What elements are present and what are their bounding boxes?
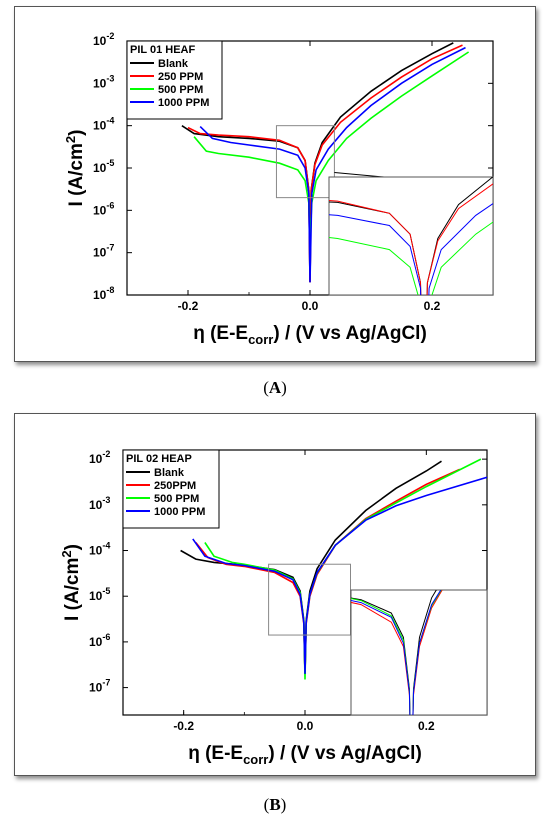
series-line xyxy=(199,46,466,283)
y-tick-label: 10-4 xyxy=(89,541,110,558)
legend-entry: Blank xyxy=(158,58,189,70)
caption-b-label: B xyxy=(269,795,281,814)
y-tick-label: 10-7 xyxy=(93,243,114,260)
chart-panel-a: -0.2 0.0 0.2 10-8 10-7 10-6 10-5 10-4 10-3 10-2 PI… xyxy=(14,6,536,362)
x-axis-label: η (E-Ecorr) / (V vs Ag/AgCl) xyxy=(193,323,427,347)
x-tick-label: 0.0 xyxy=(302,299,319,313)
y-axis-label: I (A/cm2) xyxy=(63,130,87,207)
polarization-chart-a: -0.2 0.0 0.2 10-8 10-7 10-6 10-5 10-4 10-3 10-2 PI… xyxy=(63,31,494,347)
series-group xyxy=(181,42,470,283)
y-tick-label: 10-3 xyxy=(93,73,114,90)
zoom-region-box xyxy=(275,125,335,199)
legend-entry: 500 PPM xyxy=(158,84,203,96)
y-tick-label: 10-2 xyxy=(89,449,110,466)
caption-a: (A) xyxy=(263,378,287,397)
y-axis-label: I (A/cm2) xyxy=(59,544,83,621)
legend-entry: 250PPM xyxy=(154,480,196,492)
series-line xyxy=(192,476,487,674)
y-tick-label: 10-4 xyxy=(93,116,114,133)
y-tick-label: 10-8 xyxy=(93,285,114,302)
y-tick-label: 10-6 xyxy=(93,200,114,217)
y-tick-label: 10-5 xyxy=(93,158,114,175)
y-tick-label: 10-3 xyxy=(89,495,110,512)
inset-frame xyxy=(328,176,494,296)
legend-box xyxy=(122,449,220,529)
legend-title: PIL 01 HEAF xyxy=(130,44,195,56)
caption-a-label: A xyxy=(268,378,282,397)
chart-panel-b: -0.2 0.0 0.2 10-7 10-6 10-5 10-4 10-3 10-2 PIL 02… xyxy=(14,413,536,776)
legend-entry: 250 PPM xyxy=(158,71,203,83)
x-tick-label: 0.2 xyxy=(418,719,435,733)
x-tick-label: -0.2 xyxy=(173,719,194,733)
legend-title: PIL 02 HEAP xyxy=(126,453,192,465)
series-group xyxy=(180,458,487,680)
legend-entry: 1000 PPM xyxy=(158,97,209,109)
y-tick-label: 10-2 xyxy=(93,31,114,48)
legend-entry: 1000 PPM xyxy=(154,506,205,518)
y-tick-label: 10-5 xyxy=(89,586,110,603)
x-axis-label: η (E-Ecorr) / (V vs Ag/AgCl) xyxy=(188,743,422,767)
series-line xyxy=(204,458,482,680)
x-tick-label: 0.2 xyxy=(424,299,441,313)
polarization-chart-b: -0.2 0.0 0.2 10-7 10-6 10-5 10-4 10-3 10-2 PIL 02… xyxy=(59,449,488,767)
legend-entry: Blank xyxy=(154,467,185,479)
y-tick-label: 10-6 xyxy=(89,632,110,649)
legend-box xyxy=(126,40,223,120)
zoom-connector-line xyxy=(334,171,385,178)
y-tick-label: 10-7 xyxy=(89,678,110,695)
legend-entry: 500 PPM xyxy=(154,493,199,505)
x-tick-label: 0.0 xyxy=(297,719,314,733)
x-tick-label: -0.2 xyxy=(178,299,199,313)
caption-b: (B) xyxy=(263,795,287,814)
